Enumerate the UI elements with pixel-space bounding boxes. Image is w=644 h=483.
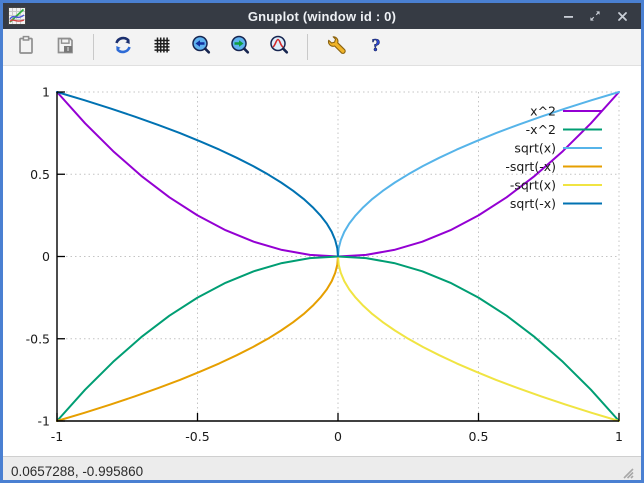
- legend-label: sqrt(-x): [510, 196, 556, 211]
- plot-area[interactable]: -1 -0.5 0 0.5 1 1 0.5 0 -0.5 -1 x^2 -x^2 sqrt(x) -sqr…: [3, 66, 641, 451]
- legend-label: -sqrt(x): [510, 178, 556, 193]
- help-icon: ?: [365, 34, 387, 61]
- grid-icon: [151, 34, 173, 61]
- curve-sqrt(-x): [56, 91, 339, 258]
- zoom-previous-icon: [190, 34, 212, 61]
- window-title: Gnuplot (window id : 0): [247, 8, 397, 24]
- close-button[interactable]: [613, 7, 631, 25]
- toolbar: I: [3, 29, 641, 66]
- legend-label: -x^2: [526, 122, 556, 137]
- y-tick-label: 0.5: [30, 167, 50, 182]
- titlebar[interactable]: Gnuplot (window id : 0): [3, 3, 641, 29]
- window-controls: [559, 7, 641, 25]
- curve-sqrt(x): [337, 91, 620, 258]
- statusbar: 0.0657288, -0.995860: [3, 456, 641, 480]
- legend-label: sqrt(x): [514, 141, 556, 156]
- y-tick-label: 1: [42, 85, 50, 100]
- options-button[interactable]: [324, 35, 349, 60]
- toolbar-separator: [93, 34, 94, 60]
- svg-text:I: I: [67, 47, 69, 53]
- save-image-icon: I: [54, 34, 76, 61]
- copy-to-clipboard-button[interactable]: [13, 35, 38, 60]
- x-tick-label: 0.5: [469, 429, 489, 444]
- plot-canvas: -1 -0.5 0 0.5 1 1 0.5 0 -0.5 -1 x^2 -x^2 sqrt(x) -sqr…: [3, 66, 641, 456]
- x-tick-label: 0: [334, 429, 342, 444]
- x-tick-label: -0.5: [185, 429, 209, 444]
- curve--sqrt(-x): [56, 255, 339, 422]
- resize-grip-icon[interactable]: [618, 464, 635, 479]
- clipboard-icon: [15, 34, 37, 61]
- y-tick-label: -0.5: [26, 331, 50, 346]
- replot-refresh-icon: [112, 34, 134, 61]
- x-tick-label: 1: [615, 429, 623, 444]
- y-tick-label: -1: [38, 414, 50, 429]
- wrench-icon: [326, 34, 348, 61]
- gnuplot-logo-icon: [8, 7, 26, 25]
- export-to-image-button[interactable]: I: [52, 35, 77, 60]
- toolbar-separator: [307, 34, 308, 60]
- zoom-autoscale-icon: [268, 34, 290, 61]
- mouse-coordinates: 0.0657288, -0.995860: [11, 463, 144, 479]
- x-tick-label: -1: [51, 429, 63, 444]
- toggle-grid-button[interactable]: [149, 35, 174, 60]
- svg-text:?: ?: [371, 35, 380, 55]
- legend-label: -sqrt(-x): [505, 159, 556, 174]
- autoscale-button[interactable]: [266, 35, 291, 60]
- zoom-next-icon: [229, 34, 251, 61]
- replot-button[interactable]: [110, 35, 135, 60]
- minimize-button[interactable]: [559, 7, 577, 25]
- legend-label: x^2: [530, 104, 556, 119]
- y-tick-label: 0: [42, 249, 50, 264]
- next-zoom-button[interactable]: [227, 35, 252, 60]
- previous-zoom-button[interactable]: [188, 35, 213, 60]
- curve--sqrt(x): [337, 255, 620, 422]
- help-button[interactable]: ?: [363, 34, 388, 61]
- restore-button[interactable]: [586, 7, 604, 25]
